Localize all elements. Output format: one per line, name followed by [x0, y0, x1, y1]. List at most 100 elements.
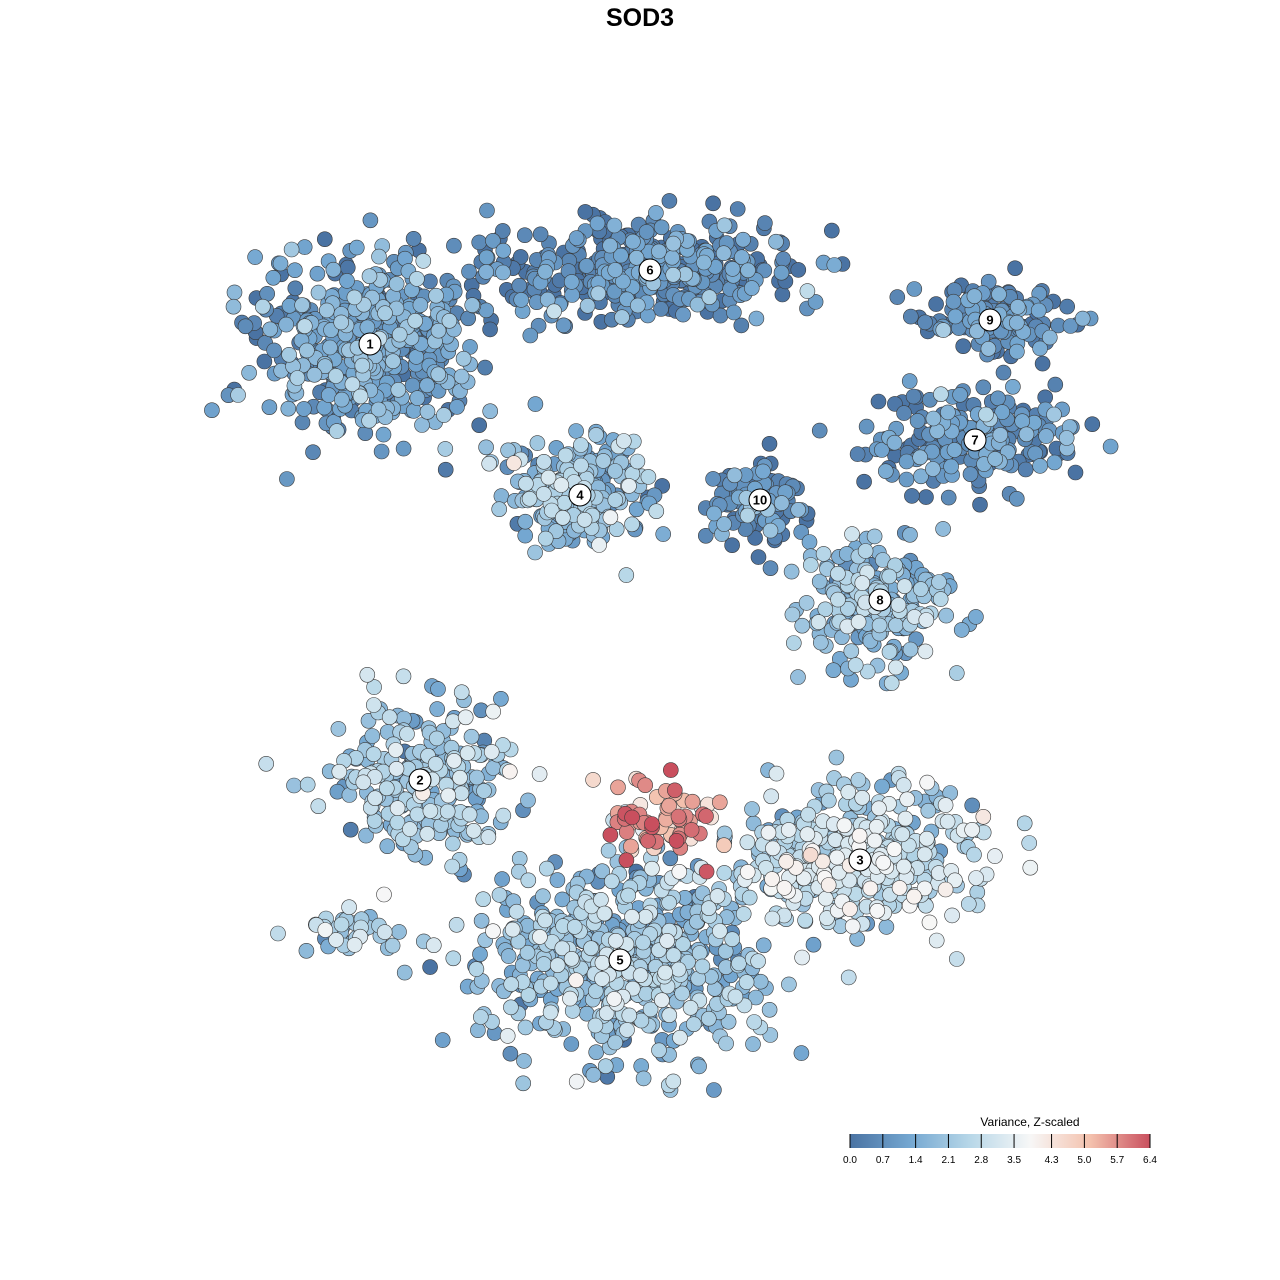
- cell-point: [902, 308, 919, 325]
- cell-point: [653, 301, 669, 317]
- cell-point: [883, 675, 900, 691]
- cell-point: [1074, 310, 1091, 327]
- cell-point: [1008, 490, 1025, 507]
- cell-point: [1016, 815, 1033, 832]
- cluster-label: 2: [408, 768, 432, 792]
- cell-point: [365, 746, 382, 763]
- cell-point: [750, 953, 766, 970]
- cell-point: [925, 461, 941, 477]
- cell-point: [478, 264, 495, 280]
- cell-point: [520, 792, 536, 809]
- cell-point: [778, 853, 795, 870]
- cell-point: [637, 908, 654, 925]
- cell-point: [729, 201, 746, 217]
- cell-point: [825, 662, 842, 679]
- cell-point: [724, 931, 741, 948]
- cell-point: [735, 906, 752, 922]
- cluster-label-text: 5: [616, 953, 623, 968]
- cluster-label-marker: [978, 308, 1002, 332]
- cluster-label: 4: [568, 483, 592, 507]
- cell-point: [520, 872, 537, 889]
- cell-point: [468, 769, 485, 786]
- cell-point: [962, 466, 979, 483]
- cell-point: [593, 891, 609, 908]
- cell-point: [434, 1032, 451, 1048]
- cell-point: [395, 440, 412, 457]
- cell-point: [478, 249, 495, 266]
- cell-point: [917, 314, 933, 331]
- cell-point: [946, 442, 963, 458]
- cell-point: [506, 455, 522, 471]
- cell-point: [764, 910, 781, 927]
- cell-point: [470, 1022, 486, 1038]
- cluster-label-text: 4: [576, 488, 584, 503]
- cell-point: [657, 964, 674, 981]
- cell-point: [888, 659, 904, 676]
- cell-point: [328, 423, 345, 439]
- cell-point: [859, 663, 876, 680]
- cell-point: [522, 327, 539, 344]
- cell-point: [594, 954, 611, 971]
- cell-point: [1018, 426, 1035, 443]
- cell-point: [428, 730, 445, 747]
- cell-point: [670, 961, 687, 978]
- cell-point: [661, 797, 677, 814]
- cell-point: [591, 537, 607, 553]
- cell-point: [661, 193, 678, 209]
- cell-point: [1017, 461, 1034, 478]
- cell-point: [765, 840, 781, 857]
- cell-point: [607, 1034, 624, 1051]
- cell-point: [388, 276, 405, 292]
- cell-point: [720, 1013, 737, 1030]
- cell-point: [407, 312, 424, 329]
- cell-point: [316, 231, 333, 247]
- cell-point: [1032, 458, 1048, 474]
- cell-point: [814, 853, 831, 870]
- cell-point: [968, 609, 984, 625]
- cell-point: [706, 505, 722, 522]
- cell-point: [414, 417, 430, 433]
- cell-point: [748, 989, 764, 1006]
- cell-point: [535, 486, 552, 502]
- cell-point: [504, 921, 521, 938]
- cell-point: [871, 617, 888, 634]
- cell-point: [446, 237, 462, 254]
- cell-point: [482, 403, 499, 420]
- cell-point: [333, 314, 350, 331]
- cell-point: [409, 390, 426, 406]
- cell-point: [642, 1001, 659, 1018]
- cell-point: [614, 309, 630, 326]
- cell-point: [576, 511, 593, 528]
- cell-point: [618, 852, 635, 869]
- cell-point: [503, 999, 519, 1016]
- cell-point: [459, 745, 476, 762]
- cell-point: [473, 912, 490, 929]
- cell-point: [587, 983, 604, 999]
- cell-point: [711, 923, 728, 939]
- legend-tick-label: 5.0: [1077, 1155, 1091, 1166]
- cell-point: [654, 992, 670, 1009]
- cell-point: [266, 342, 282, 359]
- cell-point: [694, 958, 711, 975]
- cell-point: [763, 788, 780, 805]
- cell-point: [795, 870, 812, 887]
- legend-ticks: 0.0 0.7 1.4 2.1 2.8 3.5 4.3 5.0 5.7 6.4: [843, 1134, 1157, 1166]
- cell-point: [709, 888, 726, 904]
- cell-point: [391, 326, 408, 343]
- cell-point: [750, 549, 767, 565]
- cell-point: [437, 461, 454, 478]
- cell-point: [1005, 378, 1021, 395]
- cluster-label: 3: [848, 848, 872, 872]
- cell-point: [532, 929, 548, 945]
- cell-point: [422, 273, 438, 290]
- cluster-label-text: 3: [856, 853, 863, 868]
- cell-point: [817, 890, 834, 907]
- cell-point: [800, 806, 817, 823]
- cell-point: [857, 543, 874, 559]
- cell-point: [916, 846, 933, 863]
- cell-point: [1058, 430, 1075, 446]
- cell-point: [483, 744, 500, 760]
- cell-point: [683, 822, 700, 838]
- cell-point: [298, 942, 315, 959]
- cell-point: [793, 1045, 810, 1061]
